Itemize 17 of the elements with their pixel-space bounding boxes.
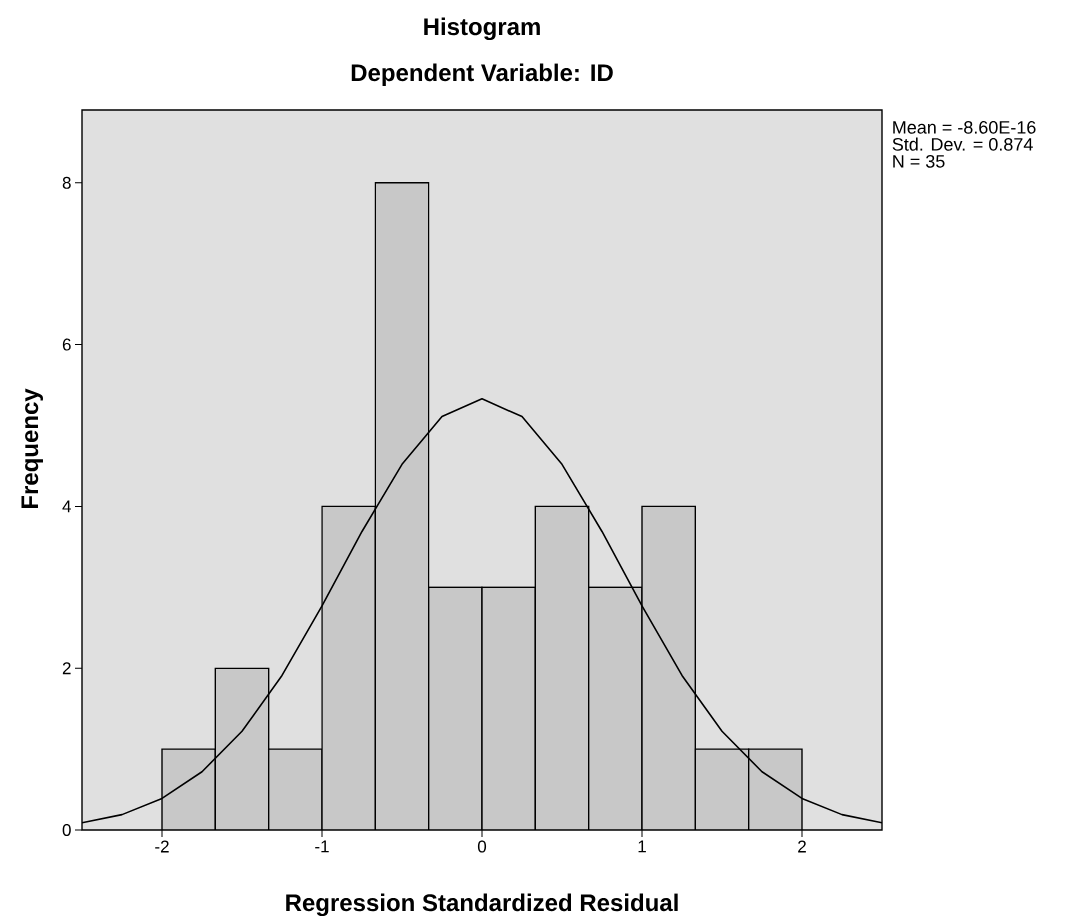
- y-tick-label: 0: [62, 823, 71, 836]
- x-axis-title: Regression Standardized Residual: [286, 893, 678, 916]
- y-tick-label: 4: [62, 500, 71, 513]
- text: N = 35: [893, 154, 945, 168]
- y-tick-label: 8: [62, 176, 71, 189]
- y-tick-label: 2: [62, 662, 71, 674]
- x-tick-label: 1: [638, 840, 646, 853]
- text: Mean = -8.60E-16: [893, 120, 1036, 134]
- x-tick-label: 2: [798, 840, 806, 853]
- x-tick-label: -2: [155, 840, 169, 853]
- y-tick-label: 6: [62, 338, 71, 351]
- chart-subtitle: Dependent Variable: ID: [351, 63, 613, 86]
- text: Std. Dev. = 0.874: [892, 137, 1033, 151]
- y-axis-title: Frequency: [21, 388, 43, 508]
- x-tick-label: -1: [315, 840, 329, 853]
- x-tick-label: 0: [477, 840, 487, 853]
- chart-title: Histogram: [424, 17, 540, 40]
